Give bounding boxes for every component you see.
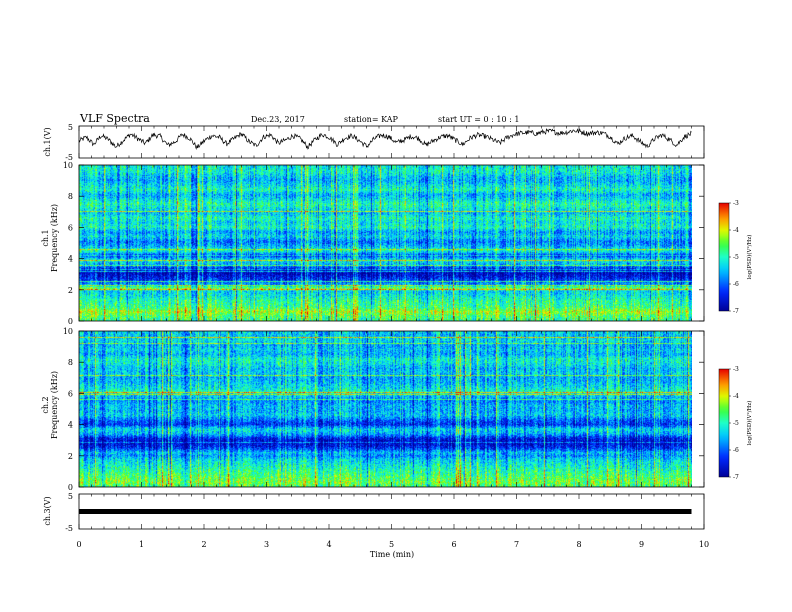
cb1-tick-label: -4 <box>733 227 739 234</box>
yt2-label: 6 <box>68 389 73 398</box>
ch3-ytick-bottom: -5 <box>65 524 73 533</box>
ch1-waveform-ylabel: ch.1(V) <box>43 127 52 156</box>
ch3-waveform-ylabel: ch.3(V) <box>43 496 52 525</box>
ch1-colorbar: -3 -4 -5 -6 -7 log(PSD)(V²/Hz) <box>718 200 753 315</box>
ch2-colorbar: -3 -4 -5 -6 -7 log(PSD)(V²/Hz) <box>718 366 753 481</box>
cb1-tick-label: -7 <box>733 308 739 315</box>
ch2-spectrum-ylabel-channel: ch.2 <box>41 396 50 413</box>
yt1-label: 0 <box>68 317 73 326</box>
x-tick-label: 5 <box>389 540 394 549</box>
x-tick-label: 1 <box>139 540 144 549</box>
ch1-waveform-frame <box>78 125 705 159</box>
ch1-ytick-bottom: -5 <box>65 153 73 162</box>
yt1-label: 2 <box>68 286 73 295</box>
yt2-label: 8 <box>68 358 73 367</box>
yt2-label: 10 <box>63 327 73 336</box>
ch3-waveform-panel: 5 -5 ch.3(V) <box>43 492 705 533</box>
x-tick-label: 6 <box>451 540 456 549</box>
yt2-label: 4 <box>68 421 73 430</box>
ch3-waveform-line <box>79 509 692 514</box>
ch2-spectrum-xticks <box>78 331 705 487</box>
ch1-spectrum-ylabel-frequency: Frequency (kHz) <box>50 204 59 272</box>
yt2-label: 2 <box>68 452 73 461</box>
ch2-spectrum-yticks: 0 2 4 6 8 10 <box>63 327 704 492</box>
ch1-waveform-line <box>78 127 692 150</box>
cb2-tick-label: -7 <box>733 474 739 481</box>
ch1-spectrogram <box>79 165 704 321</box>
ch2-spectrum-panel: 0 2 4 6 8 10 ch.2 Frequency (kHz) -3 -4 -5 -6 -7 l… <box>41 327 753 492</box>
yt1-label: 6 <box>68 223 73 232</box>
ch1-spectrum-yticks: 0 2 4 6 8 10 <box>63 161 704 326</box>
ch1-waveform-ticks <box>78 126 705 158</box>
cb2-tick-label: -6 <box>733 447 739 454</box>
x-tick-label: 4 <box>326 540 331 549</box>
x-tick-label: 10 <box>699 540 709 549</box>
ch3-waveform-ticks <box>78 494 705 529</box>
yt1-label: 4 <box>68 255 73 264</box>
cb2-tick-label: -5 <box>733 420 739 427</box>
cb1-tick-label: -3 <box>733 200 739 207</box>
cb2-label: log(PSD)(V²/Hz) <box>746 401 753 446</box>
cb2-scale <box>718 368 730 478</box>
ch1-spectrum-xticks <box>78 165 705 321</box>
ch2-spectrogram <box>79 331 704 487</box>
figure-title: VLF Spectra <box>79 112 150 125</box>
x-tick-label: 2 <box>201 540 206 549</box>
x-tick-label: 9 <box>639 540 644 549</box>
header-station: station= KAP <box>344 115 399 124</box>
ch3-ytick-top: 5 <box>68 492 73 501</box>
spec1-image <box>79 165 692 321</box>
cb1-label: log(PSD)(V²/Hz) <box>746 235 753 280</box>
cb1-tick-label: -5 <box>733 254 739 261</box>
ch1-spectrum-ylabel-channel: ch.1 <box>41 229 50 246</box>
ch2-spectrum-ylabel-frequency: Frequency (kHz) <box>50 371 59 439</box>
ch1-spectrum-panel: 0 2 4 6 8 10 ch.1 Frequency (kHz) -3 -4 -5 -6 -7 l… <box>41 161 753 326</box>
x-tick-label: 3 <box>264 540 269 549</box>
yt1-label: 8 <box>68 192 73 201</box>
cb2-tick-label: -3 <box>733 366 739 373</box>
x-tick-label: 0 <box>76 540 81 549</box>
x-tick-label: 7 <box>514 540 519 549</box>
cb2-tick-label: -4 <box>733 393 739 400</box>
header-start-time: start UT = 0 : 10 : 1 <box>438 115 519 124</box>
cb1-scale <box>718 202 730 312</box>
yt1-label: 10 <box>63 161 73 170</box>
ch1-waveform-panel: 5 -5 ch.1(V) <box>43 123 705 162</box>
yt2-label: 0 <box>68 483 73 492</box>
x-axis-label: Time (min) <box>370 550 414 559</box>
spec2-image <box>79 331 692 487</box>
cb1-tick-label: -6 <box>733 281 739 288</box>
x-axis-tick-labels: 0 1 2 3 4 5 6 7 8 9 10 <box>76 540 709 549</box>
x-tick-label: 8 <box>576 540 581 549</box>
header-date: Dec.23, 2017 <box>251 115 305 124</box>
ch1-ytick-top: 5 <box>68 123 73 132</box>
